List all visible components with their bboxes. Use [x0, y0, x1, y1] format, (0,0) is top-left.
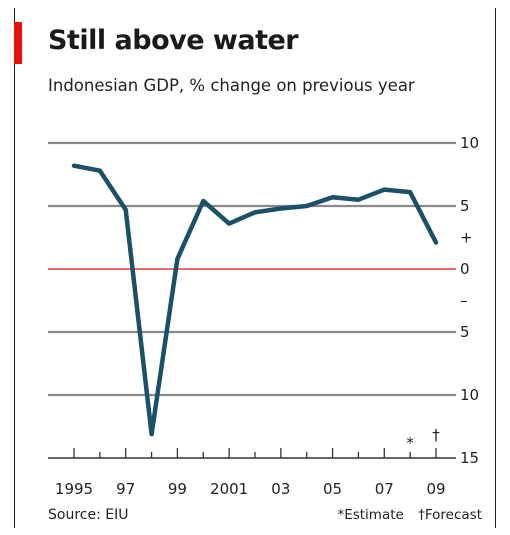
- y-tick-label: 10: [460, 386, 479, 404]
- forecast-mark: †: [432, 426, 440, 444]
- y-tick-label: 10: [460, 134, 479, 152]
- y-tick-label: 5: [460, 197, 470, 215]
- estimate-note: *Estimate: [337, 507, 404, 523]
- x-tick-label: 1995: [55, 480, 93, 498]
- y-tick-label: +: [460, 229, 473, 247]
- x-axis-tick-labels: 1995 97 99 2001 03 05 07 09: [55, 480, 446, 498]
- x-tick-label: 07: [375, 480, 394, 498]
- x-tick-label: 05: [323, 480, 342, 498]
- footnotes: *Estimate †Forecast: [327, 507, 482, 523]
- forecast-note: †Forecast: [418, 507, 482, 523]
- x-tick-label: 03: [271, 480, 290, 498]
- source-note: Source: EIU: [48, 507, 129, 523]
- gridlines: [48, 141, 456, 397]
- chart-subtitle: Indonesian GDP, % change on previous yea…: [48, 76, 415, 95]
- brand-red-tab: [14, 22, 22, 64]
- y-tick-label: 5: [460, 323, 470, 341]
- y-tick-label: 0: [460, 260, 470, 278]
- y-tick-label: –: [460, 292, 468, 310]
- y-tick-label: 15: [460, 449, 479, 467]
- series: [71, 163, 439, 437]
- y-axis-tick-labels: 10 5 +0 – 5 10 15: [460, 134, 479, 467]
- chart-frame: [14, 8, 496, 528]
- x-tick-label: 99: [168, 480, 187, 498]
- chart-title: Still above water: [48, 25, 299, 56]
- x-tick-label: 2001: [210, 480, 248, 498]
- estimate-mark: *: [406, 434, 414, 452]
- x-axis: [48, 448, 456, 459]
- annotations: * †: [406, 426, 440, 452]
- x-tick-label: 09: [426, 480, 445, 498]
- x-tick-label: 97: [116, 480, 135, 498]
